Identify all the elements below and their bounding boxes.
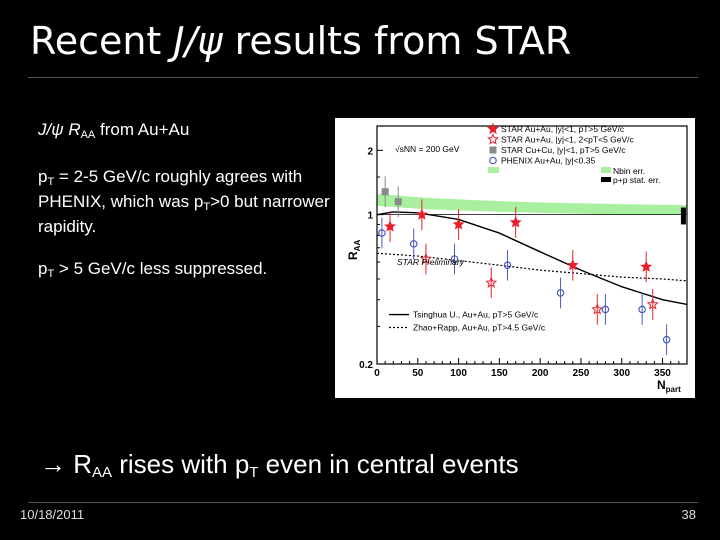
data-point-series-4 bbox=[556, 289, 565, 297]
data-point-series-1 bbox=[384, 220, 397, 232]
legend-entry-2: STAR Au+Au, |y|<1, 2<pT<5 GeV/c bbox=[501, 135, 635, 145]
legend-entry-1: STAR Au+Au, |y|<1, pT>5 GeV/c bbox=[501, 124, 625, 134]
data-point-series-4 bbox=[638, 305, 646, 314]
curve-legend-entry-2: Zhao+Rapp, Au+Au, pT>4.5 GeV/c bbox=[413, 323, 546, 333]
page-number: 38 bbox=[681, 507, 696, 522]
x-axis-label: Npart bbox=[657, 378, 681, 394]
x-tick-label: 300 bbox=[613, 368, 630, 379]
legend-swatch-pp bbox=[601, 177, 611, 182]
data-point-series-1 bbox=[566, 258, 579, 271]
data-point-series-4 bbox=[503, 261, 512, 270]
legend-swatch-nbin bbox=[488, 167, 499, 173]
data-point-series-2 bbox=[419, 252, 432, 265]
data-point-series-1 bbox=[640, 260, 653, 272]
raa-chart: 0 50 100 150 200 250 300 350 0.2 1 2 Npart RAA √sNN =… bbox=[346, 122, 688, 394]
x-tick-label: 0 bbox=[374, 368, 380, 379]
legend-entry-nbin: Nbin err. bbox=[613, 166, 645, 176]
conclusion-text: → RAA rises with pT even in central even… bbox=[40, 449, 519, 481]
legend-marker-1 bbox=[487, 122, 499, 135]
star-preliminary-label: STAR Preliminary bbox=[397, 257, 465, 267]
energy-label: √sNN = 200 GeV bbox=[395, 144, 460, 154]
data-point-series-2 bbox=[646, 298, 659, 310]
legend-swatch-nbin-2 bbox=[601, 167, 611, 173]
legend-entry-4: PHENIX Au+Au, |y|<0.35 bbox=[501, 156, 595, 166]
data-point-series-2 bbox=[591, 303, 604, 315]
data-point-series-4 bbox=[450, 255, 459, 263]
x-tick-label: 100 bbox=[450, 368, 467, 379]
x-tick-label: 350 bbox=[654, 368, 671, 379]
data-point-series-2 bbox=[485, 276, 498, 288]
x-tick-label: 50 bbox=[412, 368, 424, 379]
x-tick-label: 150 bbox=[491, 368, 508, 379]
legend-entry-3: STAR Cu+Cu, |y|<1, pT>5 GeV/c bbox=[501, 145, 626, 155]
data-point-series-1 bbox=[415, 208, 428, 220]
curve-legend-entry-1: Tsinghua U., Au+Au, pT>5 GeV/c bbox=[413, 310, 539, 320]
y-tick-label: 0.2 bbox=[359, 360, 373, 371]
data-point-series-4 bbox=[601, 305, 610, 314]
raa-figure: 0 50 100 150 200 250 300 350 0.2 1 2 Npart RAA √sNN =… bbox=[335, 118, 695, 398]
footer-divider bbox=[28, 502, 698, 503]
y-tick-label: 2 bbox=[367, 146, 373, 157]
arrow-icon: → bbox=[40, 449, 66, 479]
x-tick-label: 250 bbox=[573, 368, 590, 379]
theory-curve-2 bbox=[376, 252, 688, 282]
data-point-series-4 bbox=[662, 335, 671, 344]
data-point-series-3 bbox=[394, 198, 402, 206]
body-paragraph-1: pT = 2-5 GeV/c roughly agrees with PHENI… bbox=[38, 167, 330, 236]
nbin-error-band bbox=[377, 193, 687, 215]
legend-marker-4 bbox=[489, 156, 497, 165]
data-point-series-1 bbox=[509, 216, 522, 228]
slide-title: Recent J/ψ results from STAR bbox=[30, 19, 572, 63]
legend-marker-3 bbox=[489, 146, 497, 154]
legend-marker-2 bbox=[487, 133, 499, 145]
y-tick-label: 1 bbox=[367, 211, 373, 222]
body-heading: J/ψ RAA from Au+Au bbox=[38, 120, 190, 141]
data-point-series-4 bbox=[409, 240, 418, 248]
pp-stat-error-box bbox=[680, 207, 686, 225]
footer-date: 10/18/2011 bbox=[20, 507, 85, 522]
body-paragraph-2: pT > 5 GeV/c less suppressed. bbox=[38, 259, 268, 280]
slide-body: J/ψ RAA from Au+Au pT = 2-5 GeV/c roughl… bbox=[38, 120, 338, 306]
legend-entry-pp: p+p stat. err. bbox=[613, 175, 661, 185]
title-divider bbox=[28, 77, 698, 78]
x-tick-label: 200 bbox=[532, 368, 549, 379]
theory-curve-1 bbox=[376, 211, 688, 306]
y-axis-label: RAA bbox=[346, 240, 362, 260]
data-point-series-1 bbox=[452, 218, 465, 230]
data-point-series-3 bbox=[381, 188, 389, 196]
data-point-series-4 bbox=[378, 229, 386, 237]
